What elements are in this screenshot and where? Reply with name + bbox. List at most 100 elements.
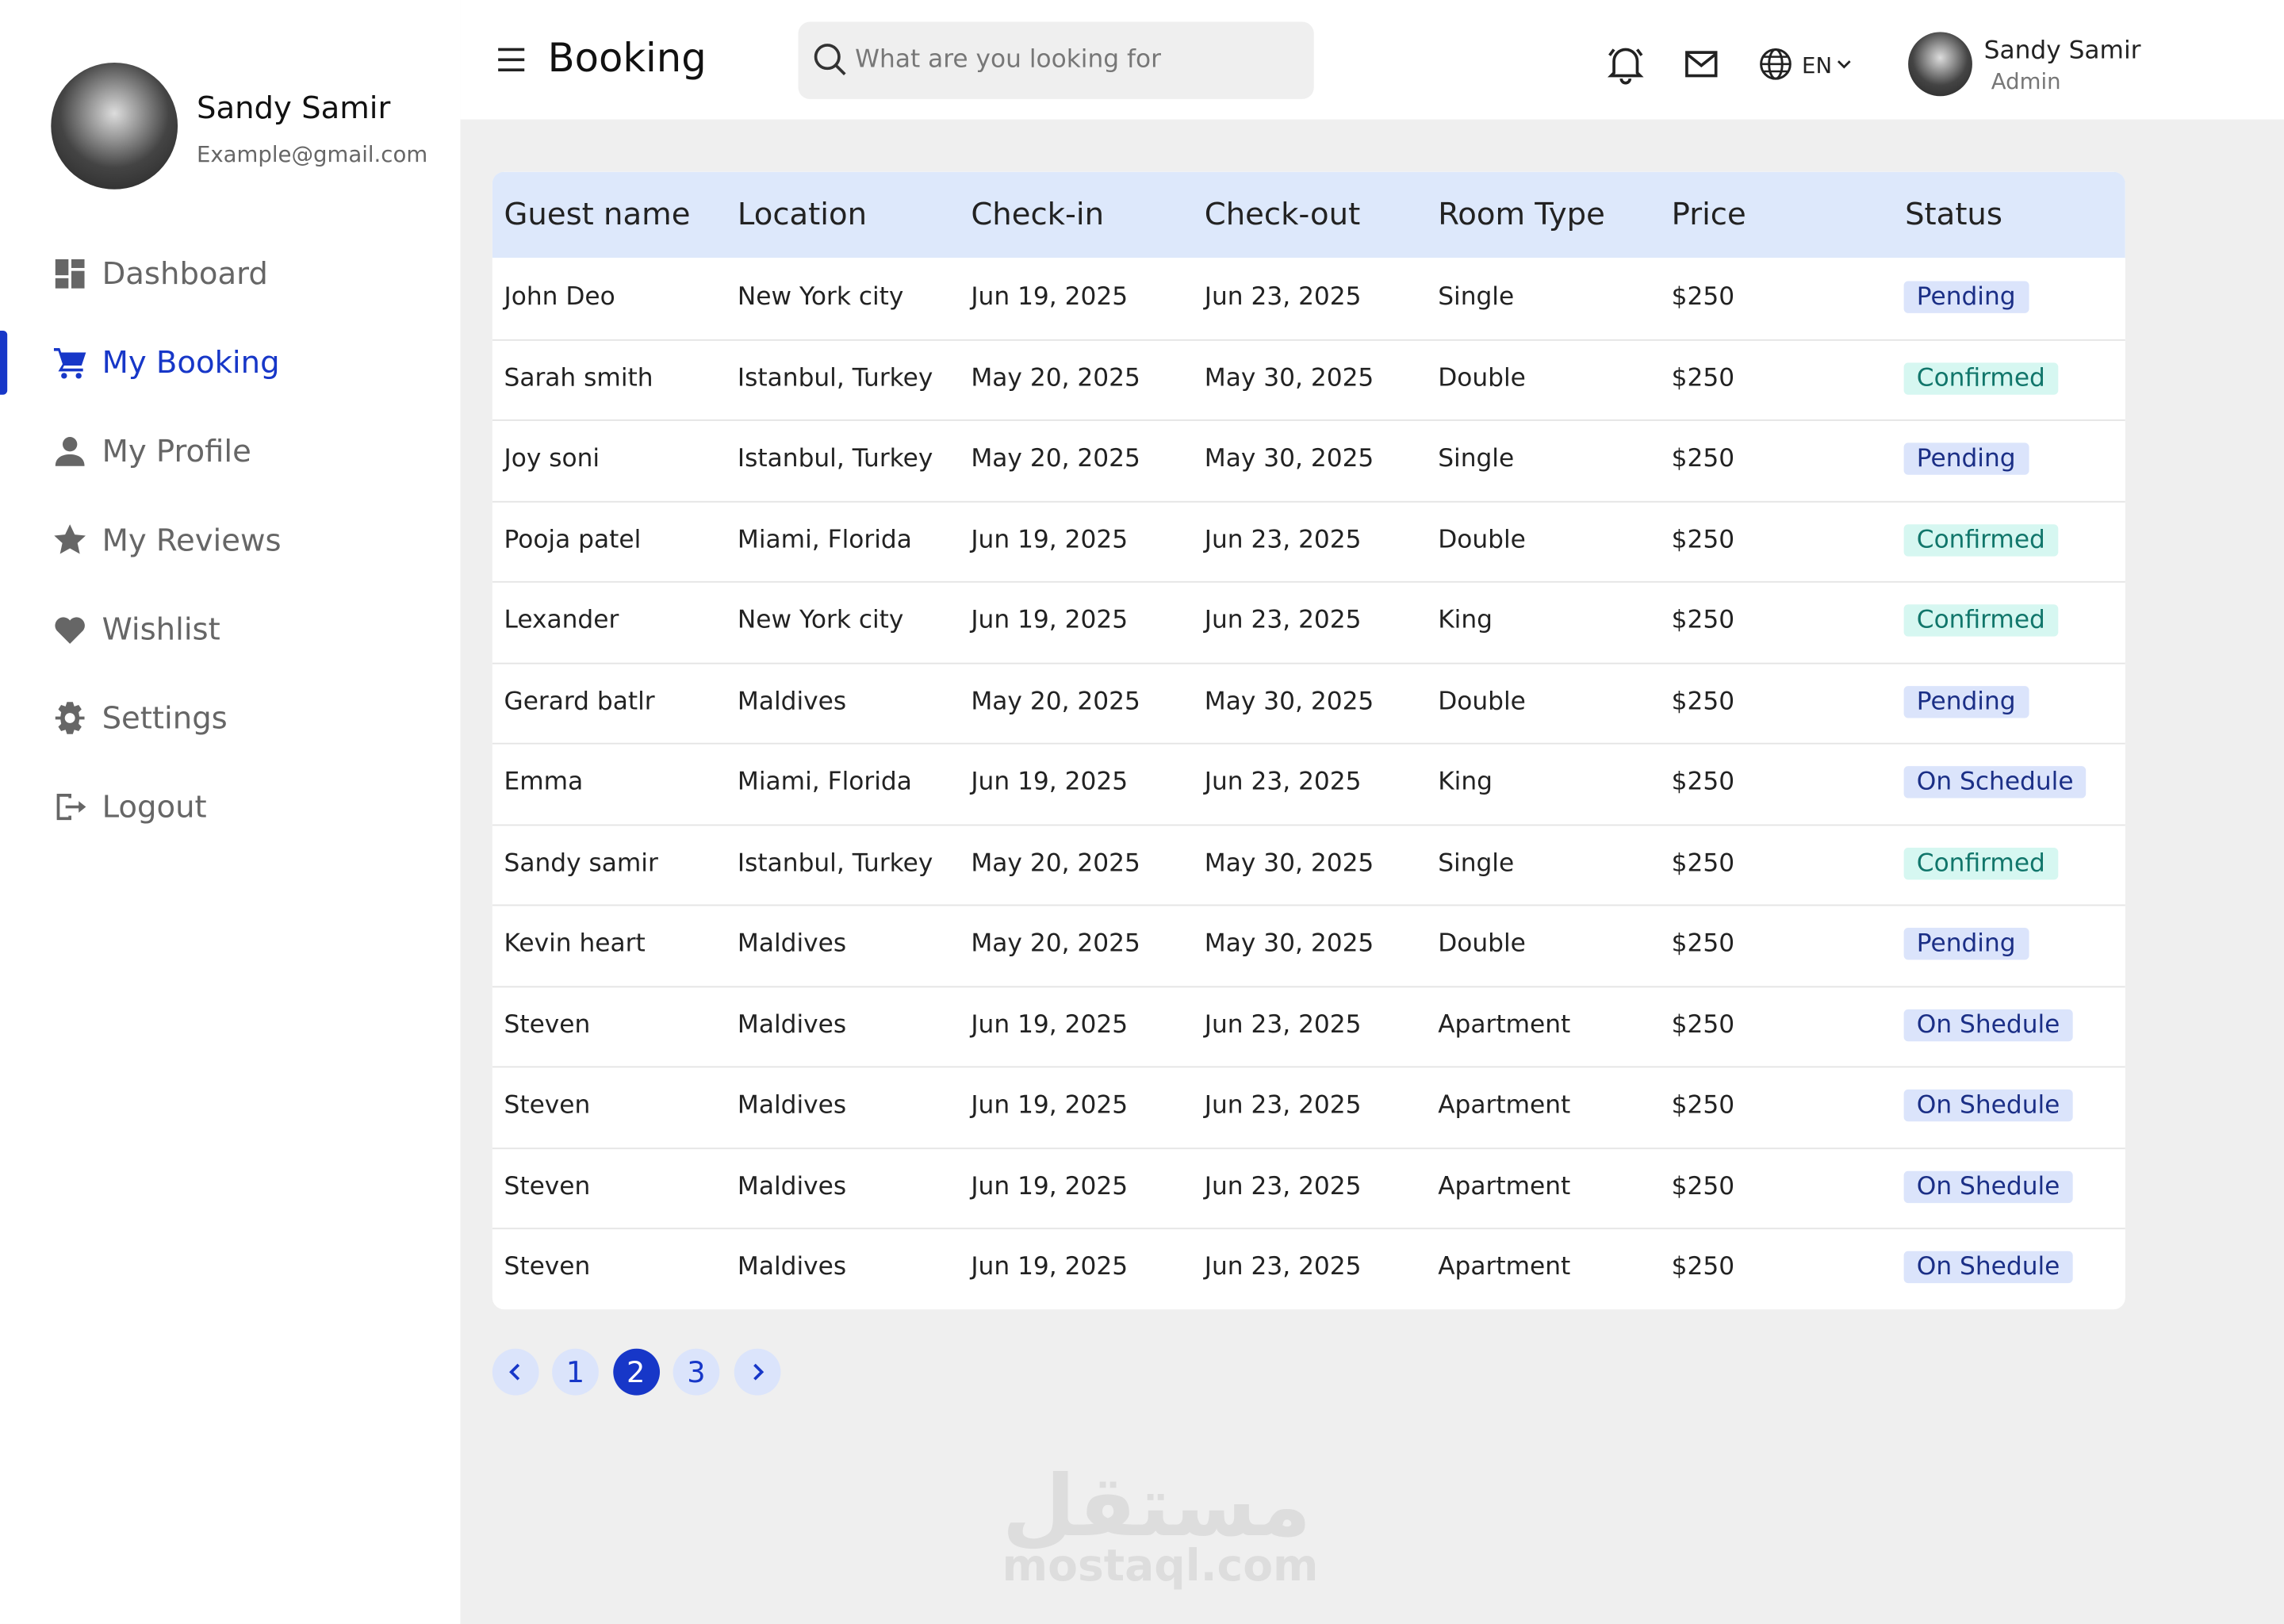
- table-cell: Jun 19, 2025: [971, 1090, 1129, 1120]
- next-page[interactable]: [733, 1348, 780, 1396]
- table-cell: May 30, 2025: [1204, 848, 1374, 878]
- table-cell: Double: [1438, 687, 1526, 716]
- nav-item[interactable]: My Booking: [0, 330, 460, 395]
- status-badge: Confirmed: [1903, 362, 2059, 394]
- mail-icon[interactable]: [1684, 49, 1719, 79]
- table-cell: Jun 19, 2025: [971, 282, 1129, 312]
- nav-label: My Profile: [102, 434, 251, 469]
- page-button[interactable]: 2: [612, 1348, 660, 1396]
- nav-item[interactable]: Settings: [0, 686, 460, 750]
- bell-icon[interactable]: [1605, 44, 1646, 85]
- search-box[interactable]: What are you looking for: [798, 21, 1314, 99]
- row-divider: [492, 580, 2125, 583]
- table-cell: Steven: [504, 1090, 591, 1120]
- table-cell: Apartment: [1438, 1171, 1571, 1201]
- table-cell: May 30, 2025: [1204, 363, 1374, 393]
- table-cell: Maldives: [737, 929, 847, 959]
- table-cell: May 20, 2025: [971, 929, 1140, 959]
- nav-icon: [56, 794, 86, 821]
- column-header: Guest name: [504, 196, 691, 232]
- table-cell: Steven: [504, 1171, 591, 1201]
- column-header: Room Type: [1438, 196, 1605, 232]
- row-divider: [492, 904, 2125, 906]
- nav-icon: [55, 437, 85, 466]
- avatar: [51, 62, 178, 190]
- table-cell: Single: [1438, 444, 1515, 473]
- nav-item[interactable]: Wishlist: [0, 597, 460, 661]
- table-cell: May 30, 2025: [1204, 687, 1374, 716]
- table-cell: Jun 19, 2025: [971, 1252, 1129, 1282]
- table-cell: Apartment: [1438, 1252, 1571, 1282]
- page-button[interactable]: 3: [673, 1348, 720, 1396]
- status-badge: On Shedule: [1903, 1008, 2073, 1041]
- table-cell: May 20, 2025: [971, 848, 1140, 878]
- table-cell: Jun 19, 2025: [971, 525, 1129, 554]
- nav-item[interactable]: Logout: [0, 775, 460, 839]
- table-cell: Jun 23, 2025: [1204, 1090, 1362, 1120]
- nav-item[interactable]: My Reviews: [0, 508, 460, 573]
- table-cell: May 20, 2025: [971, 687, 1140, 716]
- language[interactable]: EN: [1802, 52, 1833, 79]
- nav-item[interactable]: Dashboard: [0, 242, 460, 306]
- menu-icon[interactable]: [495, 45, 527, 75]
- status-badge: Confirmed: [1903, 523, 2059, 556]
- table-cell: Double: [1438, 525, 1526, 554]
- table-cell: $250: [1671, 1252, 1735, 1282]
- table-cell: $250: [1671, 282, 1735, 312]
- table-cell: Miami, Florida: [737, 767, 912, 797]
- user-name: Sandy Samir: [196, 90, 391, 125]
- table-cell: Maldives: [737, 1009, 847, 1040]
- column-header: Location: [737, 196, 868, 232]
- search-placeholder: What are you looking for: [855, 44, 1161, 75]
- search-icon: [814, 44, 846, 75]
- table-cell: King: [1438, 767, 1493, 797]
- table-cell: Jun 19, 2025: [971, 606, 1129, 635]
- table-cell: Double: [1438, 929, 1526, 959]
- table-cell: May 20, 2025: [971, 363, 1140, 393]
- table-cell: $250: [1671, 363, 1735, 393]
- nav-icon: [55, 259, 85, 289]
- table-cell: $250: [1671, 687, 1735, 716]
- table-cell: Maldives: [737, 687, 847, 716]
- watermark-site: mostaql.com: [1002, 1541, 1319, 1592]
- table-cell: Jun 23, 2025: [1204, 1009, 1362, 1040]
- column-header: Check-in: [971, 196, 1105, 232]
- table-cell: $250: [1671, 444, 1735, 473]
- status-badge: Pending: [1903, 685, 2029, 718]
- row-divider: [492, 339, 2125, 340]
- table-cell: New York city: [737, 606, 904, 635]
- table-cell: Jun 23, 2025: [1204, 525, 1362, 554]
- nav-label: Wishlist: [102, 611, 220, 647]
- table-cell: Gerard batlr: [504, 687, 655, 716]
- table-cell: Sarah smith: [504, 363, 653, 393]
- globe-icon[interactable]: [1758, 47, 1793, 82]
- prev-page[interactable]: [492, 1348, 539, 1396]
- chevron-right: [753, 1363, 764, 1381]
- page-button[interactable]: 1: [552, 1348, 599, 1396]
- table-cell: Miami, Florida: [737, 525, 912, 554]
- table-cell: Maldives: [737, 1090, 847, 1120]
- row-divider: [492, 1066, 2125, 1068]
- table-cell: Steven: [504, 1252, 591, 1282]
- table-cell: Lexander: [504, 606, 619, 635]
- nav-icon: [53, 347, 86, 379]
- table-cell: Joy soni: [504, 444, 600, 473]
- nav-icon: [55, 702, 85, 734]
- status-badge: Confirmed: [1903, 604, 2059, 637]
- table-cell: Maldives: [737, 1171, 847, 1201]
- nav-icon: [54, 524, 86, 554]
- nav-label: Logout: [102, 789, 207, 825]
- table-cell: $250: [1671, 767, 1735, 797]
- nav-item[interactable]: My Profile: [0, 419, 460, 484]
- table-cell: May 30, 2025: [1204, 444, 1374, 473]
- table-cell: Double: [1438, 363, 1526, 393]
- table-cell: Apartment: [1438, 1090, 1571, 1120]
- nav-label: My Booking: [102, 345, 280, 381]
- nav-icon: [55, 617, 85, 644]
- table-cell: Jun 23, 2025: [1204, 606, 1362, 635]
- table-cell: Kevin heart: [504, 929, 646, 959]
- row-divider: [492, 823, 2125, 825]
- row-divider: [492, 419, 2125, 421]
- column-header: Check-out: [1204, 196, 1361, 232]
